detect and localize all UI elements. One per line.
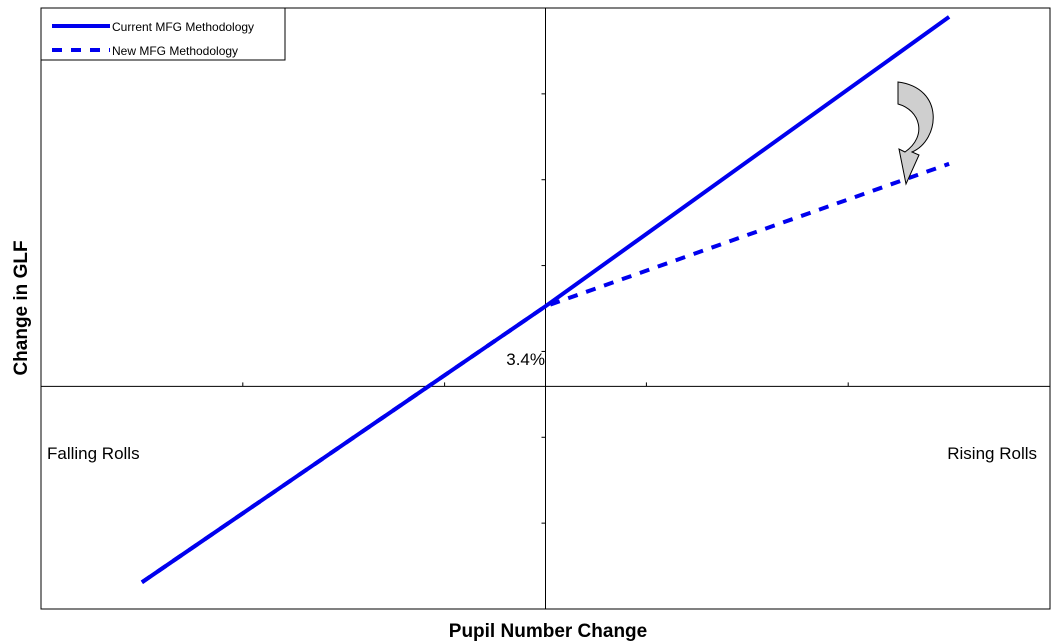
series-line-current [140, 15, 951, 584]
x-axis-title: Pupil Number Change [449, 621, 647, 642]
legend-label-new: New MFG Methodology [112, 44, 238, 58]
legend-box [40, 7, 286, 61]
rising-rolls-label: Rising Rolls [947, 444, 1037, 463]
kink-label: 3.4% [506, 350, 545, 369]
axis-ticks [242, 93, 849, 524]
falling-rolls-label: Falling Rolls [47, 444, 140, 463]
legend: Current MFG Methodology New MFG Methodol… [40, 7, 286, 61]
legend-label-current: Current MFG Methodology [112, 20, 254, 34]
curved-arrow-icon [897, 81, 934, 186]
y-axis-title: Change in GLF [11, 240, 32, 375]
series-layer [140, 15, 951, 584]
